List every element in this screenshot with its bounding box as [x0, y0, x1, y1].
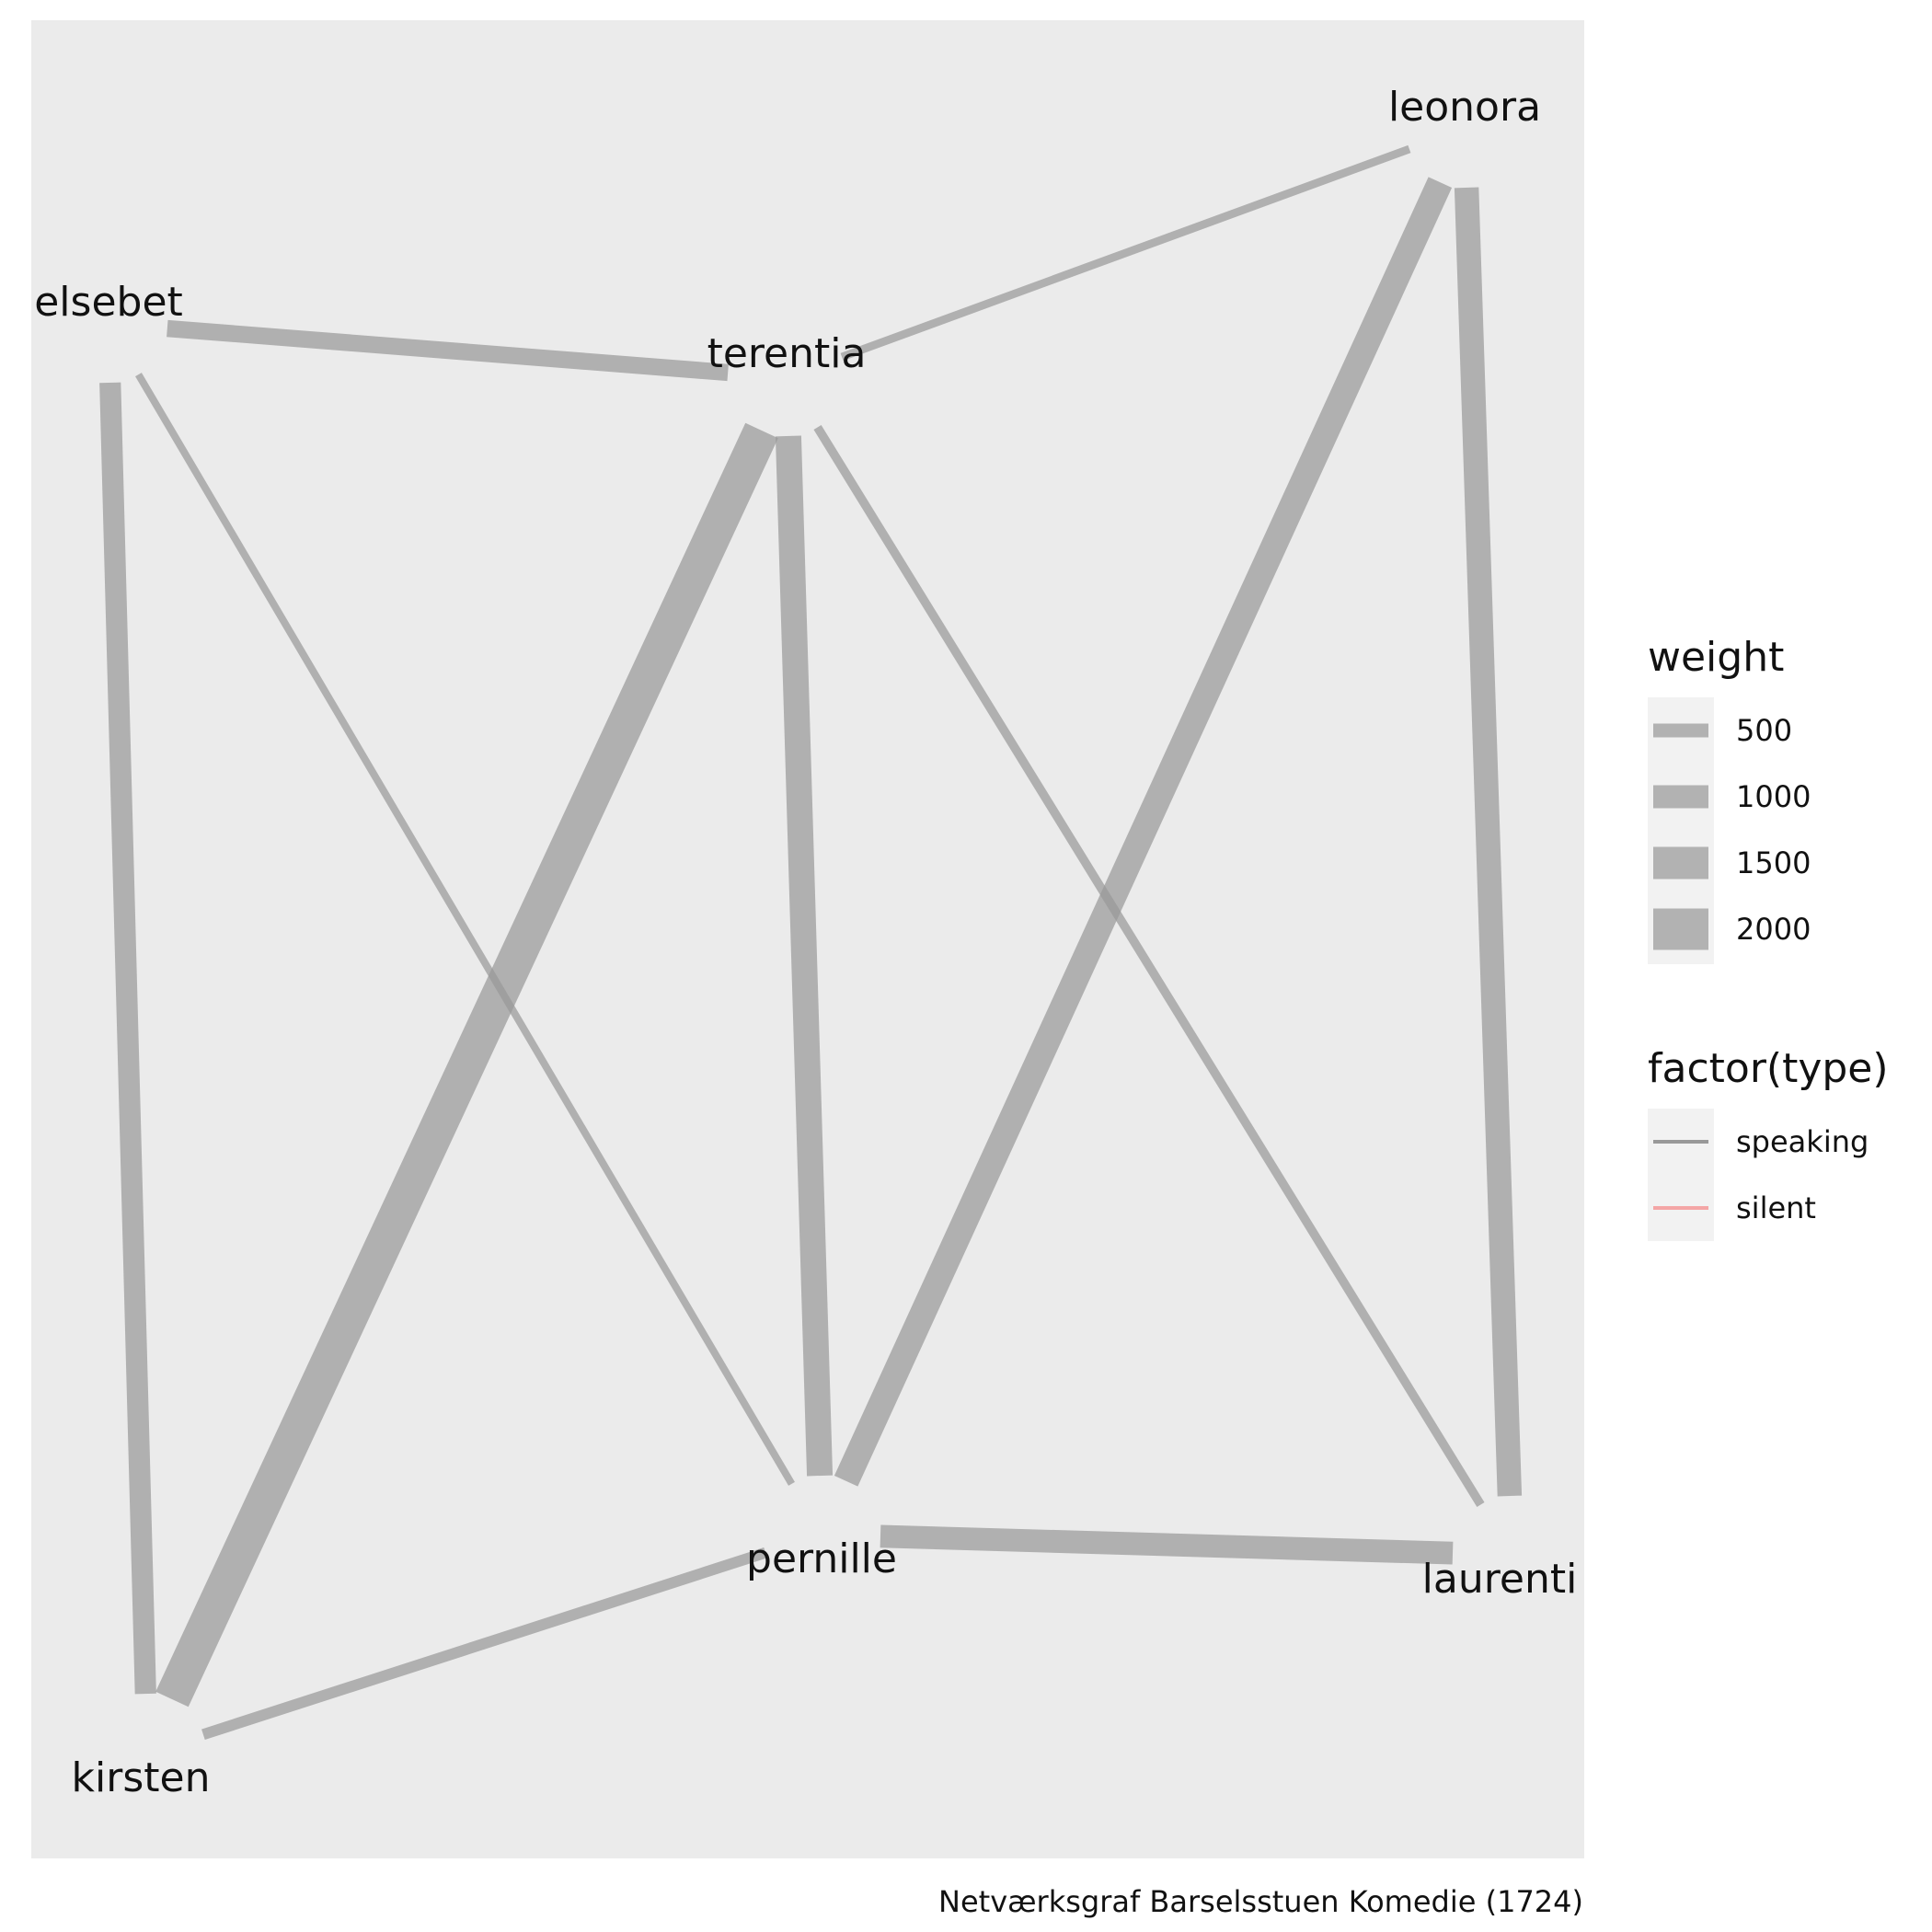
legend-weight-label-1000: 1000: [1736, 779, 1811, 814]
edges-layer: [99, 144, 1523, 1741]
edge-terentia-laurenti: [813, 424, 1485, 1508]
node-label-laurenti: laurenti: [1422, 1556, 1578, 1603]
node-label-pernille: pernille: [746, 1535, 897, 1582]
edge-terentia-leonora: [840, 144, 1411, 362]
legend-weight-label-500: 500: [1736, 713, 1792, 748]
legend-weight-title: weight: [1648, 634, 1784, 681]
edge-terentia-pernille: [775, 435, 834, 1477]
legend-weight-label-2000: 2000: [1736, 912, 1811, 947]
node-label-kirsten: kirsten: [72, 1754, 211, 1801]
legend-type-label-silent: silent: [1736, 1190, 1816, 1225]
legend-type-items: speaking silent: [1653, 1124, 1869, 1225]
edge-elsebet-kirsten: [99, 382, 156, 1695]
legend-weight-label-1500: 1500: [1736, 845, 1811, 880]
edge-elsebet-pernille: [135, 373, 795, 1486]
edge-elsebet-terentia: [167, 319, 729, 382]
legend-type-key-background: [1648, 1109, 1714, 1241]
legend-type: factor(type) speaking silent: [1648, 1045, 1889, 1241]
edge-leonora-laurenti: [1454, 187, 1523, 1497]
edge-terentia-kirsten: [155, 422, 778, 1708]
node-label-elsebet: elsebet: [34, 279, 183, 326]
legend-type-label-speaking: speaking: [1736, 1124, 1869, 1159]
legend-type-title: factor(type): [1648, 1045, 1889, 1092]
node-label-leonora: leonora: [1388, 84, 1541, 131]
legend-weight-items: 500 1000 1500 2000: [1653, 713, 1811, 950]
node-labels-layer: leonora elsebet terentia pernille laurenti ki…: [34, 84, 1577, 1801]
edge-kirsten-pernille: [201, 1547, 767, 1741]
node-label-terentia: terentia: [707, 330, 867, 377]
edge-pernille-laurenti: [880, 1524, 1454, 1565]
legend-weight: weight 500 1000 1500 2000: [1648, 634, 1811, 964]
edge-leonora-pernille: [834, 177, 1453, 1487]
plot-caption: Netværksgraf Barselsstuen Komedie (1724): [938, 1884, 1583, 1919]
